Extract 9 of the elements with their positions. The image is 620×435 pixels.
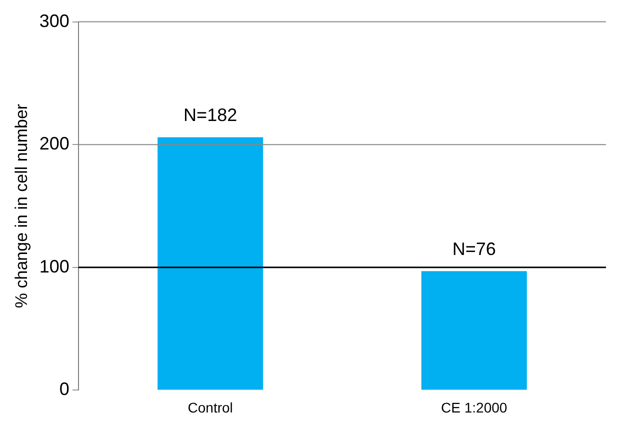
x-tick-label: CE 1:2000 [441,399,508,416]
y-tick-label: 0 [59,379,70,400]
y-tick-label: 200 [39,134,70,154]
x-tick-label: Control [188,399,233,416]
y-axis-title: % change in in cell number [12,104,31,308]
y-tick-label: 300 [39,10,70,31]
annotation: N=76 [452,239,496,260]
annotation: N=182 [184,105,238,126]
y-tick-label: 100 [39,256,70,276]
